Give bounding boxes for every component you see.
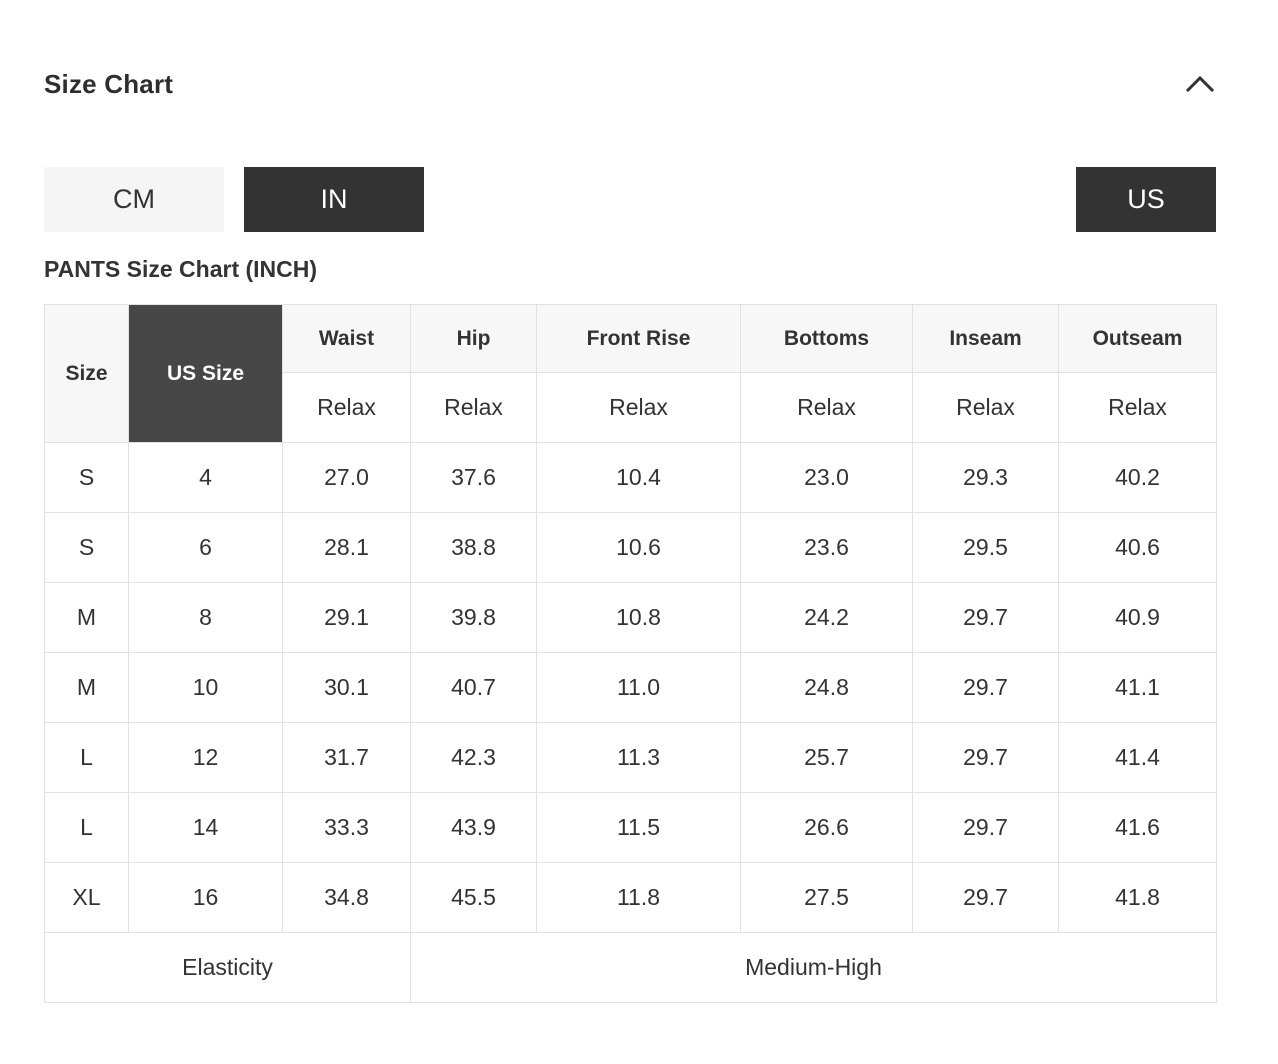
- table-cell: L: [44, 792, 129, 863]
- elasticity-value: Medium-High: [410, 932, 1217, 1003]
- table-cell: 29.1: [282, 582, 411, 653]
- size-chart-panel: Size Chart CM IN US PANTS Size Chart (IN…: [0, 66, 1278, 1064]
- table-cell: 41.8: [1058, 862, 1217, 933]
- table-cell: M: [44, 582, 129, 653]
- table-cell: 29.7: [912, 722, 1059, 793]
- column-header-hip: Hip: [410, 304, 537, 373]
- table-cell: 29.5: [912, 512, 1059, 583]
- elasticity-label: Elasticity: [44, 932, 411, 1003]
- table-cell: 28.1: [282, 512, 411, 583]
- table-cell: 10: [128, 652, 283, 723]
- table-cell: 24.8: [740, 652, 913, 723]
- table-cell: L: [44, 722, 129, 793]
- table-cell: 6: [128, 512, 283, 583]
- table-cell: S: [44, 512, 129, 583]
- column-header-us-size: US Size: [128, 304, 283, 443]
- table-cell: 38.8: [410, 512, 537, 583]
- table-cell: 40.6: [1058, 512, 1217, 583]
- table-header-row: Size US Size Waist Hip Front Rise Bottom…: [44, 304, 1217, 443]
- table-row: S 4 27.0 37.6 10.4 23.0 29.3 40.2: [44, 442, 1217, 513]
- table-cell: 11.3: [536, 722, 741, 793]
- table-cell: 37.6: [410, 442, 537, 513]
- table-title: PANTS Size Chart (INCH): [44, 256, 318, 282]
- table-cell: 25.7: [740, 722, 913, 793]
- collapse-button[interactable]: [1184, 72, 1216, 96]
- table-cell: 30.1: [282, 652, 411, 723]
- table-cell: 40.2: [1058, 442, 1217, 513]
- table-fit-row: Relax Relax Relax Relax Relax Relax: [45, 372, 1217, 443]
- table-cell: 29.7: [912, 792, 1059, 863]
- table-cell: 12: [128, 722, 283, 793]
- table-cell: 4: [128, 442, 283, 513]
- table-cell: 27.5: [740, 862, 913, 933]
- table-cell: 14: [128, 792, 283, 863]
- region-us-button[interactable]: US: [1076, 167, 1216, 232]
- fit-cell: Relax: [740, 372, 913, 443]
- table-row: M 8 29.1 39.8 10.8 24.2 29.7 40.9: [44, 582, 1217, 653]
- table-cell: 31.7: [282, 722, 411, 793]
- table-row: S 6 28.1 38.8 10.6 23.6 29.5 40.6: [44, 512, 1217, 583]
- table-cell: 11.8: [536, 862, 741, 933]
- column-header-bottoms: Bottoms: [740, 304, 913, 373]
- table-cell: 11.5: [536, 792, 741, 863]
- unit-toggle-row: CM IN US: [44, 167, 1216, 232]
- table-cell: XL: [44, 862, 129, 933]
- fit-cell: Relax: [912, 372, 1059, 443]
- table-cell: 41.1: [1058, 652, 1217, 723]
- table-cell: 11.0: [536, 652, 741, 723]
- table-cell: M: [44, 652, 129, 723]
- table-cell: 23.0: [740, 442, 913, 513]
- fit-cell: Relax: [1058, 372, 1217, 443]
- table-cell: 40.7: [410, 652, 537, 723]
- chevron-up-icon: [1185, 75, 1215, 93]
- table-cell: 29.3: [912, 442, 1059, 513]
- unit-in-button[interactable]: IN: [244, 167, 424, 232]
- table-cell: 41.4: [1058, 722, 1217, 793]
- table-cell: 34.8: [282, 862, 411, 933]
- table-row: L 14 33.3 43.9 11.5 26.6 29.7 41.6: [44, 792, 1217, 863]
- size-chart-table: Size US Size Waist Hip Front Rise Bottom…: [44, 304, 1217, 1003]
- fit-cell: Relax: [536, 372, 741, 443]
- table-cell: 42.3: [410, 722, 537, 793]
- table-cell: 43.9: [410, 792, 537, 863]
- table-cell: 41.6: [1058, 792, 1217, 863]
- table-cell: 33.3: [282, 792, 411, 863]
- column-header-inseam: Inseam: [912, 304, 1059, 373]
- table-cell: 39.8: [410, 582, 537, 653]
- column-header-front-rise: Front Rise: [536, 304, 741, 373]
- table-cell: 29.7: [912, 862, 1059, 933]
- table-cell: 16: [128, 862, 283, 933]
- table-cell: 10.6: [536, 512, 741, 583]
- table-cell: 26.6: [740, 792, 913, 863]
- table-cell: 29.7: [912, 582, 1059, 653]
- table-cell: 29.7: [912, 652, 1059, 723]
- table-cell: S: [44, 442, 129, 513]
- fit-cell: Relax: [282, 372, 411, 443]
- panel-header: Size Chart: [44, 66, 1216, 102]
- table-cell: 8: [128, 582, 283, 653]
- table-cell: 23.6: [740, 512, 913, 583]
- table-cell: 24.2: [740, 582, 913, 653]
- column-header-outseam: Outseam: [1058, 304, 1217, 373]
- table-row: L 12 31.7 42.3 11.3 25.7 29.7 41.4: [44, 722, 1217, 793]
- table-row: M 10 30.1 40.7 11.0 24.8 29.7 41.1: [44, 652, 1217, 723]
- fit-cell: Relax: [410, 372, 537, 443]
- page-title: Size Chart: [44, 68, 174, 99]
- table-cell: 40.9: [1058, 582, 1217, 653]
- column-header-waist: Waist: [282, 304, 411, 373]
- table-cell: 10.4: [536, 442, 741, 513]
- table-cell: 45.5: [410, 862, 537, 933]
- unit-cm-button[interactable]: CM: [44, 167, 224, 232]
- table-cell: 27.0: [282, 442, 411, 513]
- table-footer-row: Elasticity Medium-High: [44, 932, 1217, 1003]
- table-cell: 10.8: [536, 582, 741, 653]
- table-row: XL 16 34.8 45.5 11.8 27.5 29.7 41.8: [44, 862, 1217, 933]
- column-header-size: Size: [44, 304, 129, 443]
